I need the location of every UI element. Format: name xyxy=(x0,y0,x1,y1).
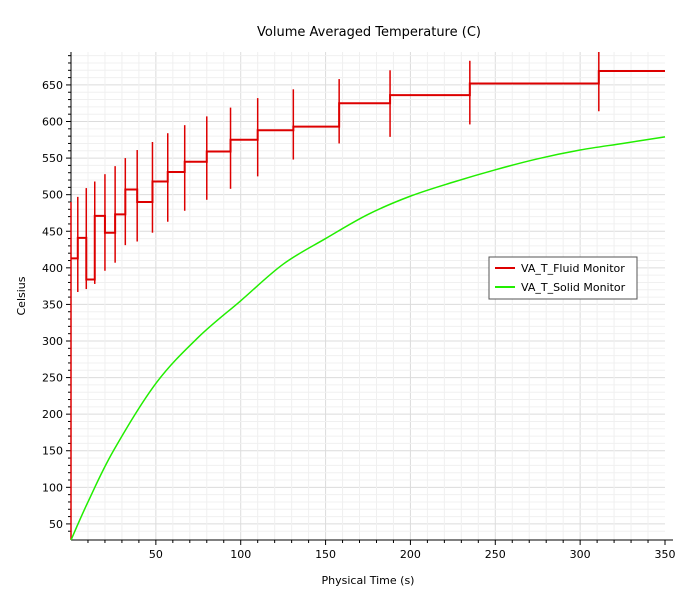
x-axis-ticks: 50 100 150 200 250 300 350 xyxy=(87,540,676,561)
x-tick-label: 250 xyxy=(485,548,506,561)
y-tick-label: 100 xyxy=(42,481,63,494)
solid-line xyxy=(70,136,666,541)
x-tick-label: 50 xyxy=(149,548,163,561)
legend-label-solid: VA_T_Solid Monitor xyxy=(521,281,626,294)
y-tick-label: 450 xyxy=(42,225,63,238)
y-axis-label: Celsius xyxy=(15,276,28,315)
legend-label-fluid: VA_T_Fluid Monitor xyxy=(521,262,625,275)
series-va-t-solid-monitor xyxy=(70,136,666,541)
y-tick-label: 550 xyxy=(42,152,63,165)
y-tick-label: 600 xyxy=(42,116,63,129)
fluid-step-line xyxy=(71,70,665,281)
x-tick-label: 100 xyxy=(230,548,251,561)
y-tick-label: 400 xyxy=(42,262,63,275)
y-tick-label: 300 xyxy=(42,335,63,348)
y-tick-label: 50 xyxy=(49,518,63,531)
legend: VA_T_Fluid Monitor VA_T_Solid Monitor xyxy=(488,256,638,300)
x-axis-label: Physical Time (s) xyxy=(322,574,415,587)
x-tick-label: 150 xyxy=(315,548,336,561)
y-tick-label: 500 xyxy=(42,189,63,202)
y-tick-label: 150 xyxy=(42,445,63,458)
y-tick-label: 250 xyxy=(42,372,63,385)
grid xyxy=(71,52,665,540)
chart-title: Volume Averaged Temperature (C) xyxy=(257,25,481,40)
series-va-t-fluid-monitor xyxy=(70,52,665,540)
y-tick-label: 350 xyxy=(42,298,63,311)
legend-box xyxy=(488,256,638,300)
x-tick-label: 200 xyxy=(400,548,421,561)
y-axis-ticks: 50 100 150 200 250 300 350 400 450 500 550 600 650 xyxy=(42,55,71,532)
x-tick-label: 350 xyxy=(655,548,676,561)
y-tick-label: 650 xyxy=(42,79,63,92)
y-tick-label: 200 xyxy=(42,408,63,421)
x-tick-label: 300 xyxy=(570,548,591,561)
